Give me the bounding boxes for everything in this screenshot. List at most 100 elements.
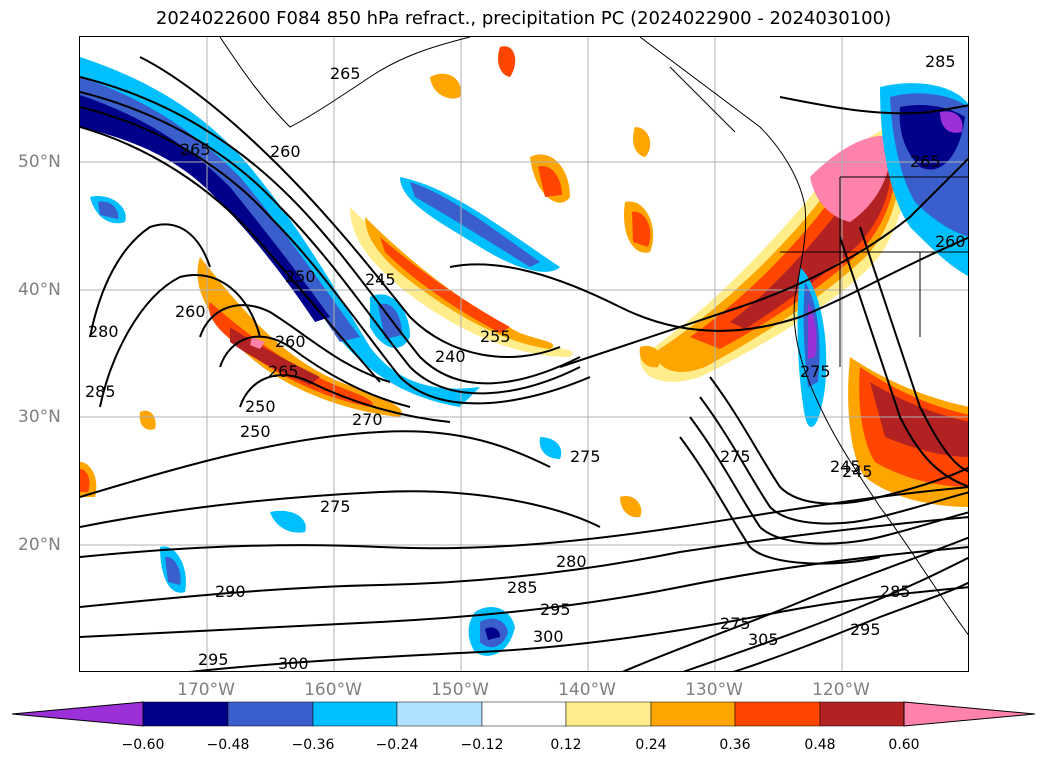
contour-label: 280 — [88, 322, 119, 341]
map-canvas: 265 260 265 250 245 260 265 250 270 255 … — [80, 37, 968, 672]
shade-patch — [209, 302, 373, 407]
precipitation-shading — [80, 46, 968, 656]
colorbar-segment — [565, 701, 652, 727]
coastline-alaska — [219, 37, 471, 128]
contour-line — [89, 223, 211, 338]
contour-line — [622, 536, 968, 671]
colorbar-segment — [227, 701, 314, 727]
shade-patch — [250, 337, 265, 349]
shade-patch — [410, 182, 540, 267]
contour-label: 260 — [270, 142, 301, 161]
contour-label: 260 — [175, 302, 206, 321]
contour-line — [859, 226, 968, 473]
lon-label-170w: 170°W — [177, 680, 235, 700]
contour-line — [699, 396, 968, 525]
shade-patch — [165, 556, 181, 585]
contour-line — [80, 490, 601, 528]
contour-label: 245 — [830, 457, 861, 476]
shade-patch — [80, 95, 330, 322]
colorbar-segment — [734, 701, 821, 727]
shade-patch — [485, 627, 500, 640]
colorbar-segment — [396, 701, 483, 727]
contour-line — [80, 91, 581, 395]
colorbar-tick-label: 0.60 — [888, 737, 920, 753]
contour-label: 265 — [330, 64, 361, 83]
colorbar-tick-label: −0.24 — [375, 737, 419, 753]
shade-patch — [80, 77, 360, 342]
lon-label-150w: 150°W — [431, 680, 489, 700]
colorbar-tick-label: −0.48 — [206, 737, 250, 753]
contour-label: 300 — [533, 627, 564, 646]
contour-label: 250 — [240, 422, 271, 441]
contour-line — [679, 436, 881, 565]
contour-label: 275 — [320, 497, 351, 516]
contour-label: 300 — [278, 654, 309, 672]
shade-patch — [620, 496, 642, 518]
contour-label: 245 — [365, 270, 396, 289]
shade-patch — [808, 302, 817, 359]
shade-patch — [498, 46, 516, 77]
lon-label-140w: 140°W — [558, 680, 616, 700]
contour-line — [559, 157, 968, 368]
contour-label: 255 — [480, 327, 511, 346]
contour-label: 280 — [556, 552, 587, 571]
contour-label: 260 — [275, 332, 306, 351]
lat-label-50n: 50°N — [18, 152, 61, 172]
coastline-islands — [669, 66, 736, 133]
colorbar-segment — [819, 701, 905, 727]
contour-label: 265 — [910, 152, 941, 171]
lat-label-40n: 40°N — [18, 280, 61, 300]
lon-label-120w: 120°W — [812, 680, 870, 700]
contour-label: 250 — [285, 267, 316, 286]
contour-label: 295 — [540, 600, 571, 619]
contour-label: 295 — [850, 620, 881, 639]
contour-labels: 265 260 265 250 245 260 265 250 270 255 … — [85, 52, 966, 672]
contour-label: 285 — [925, 52, 956, 71]
contour-label: 270 — [352, 410, 383, 429]
coastline — [219, 37, 968, 636]
contour-line — [239, 374, 451, 423]
contour-label: 285 — [85, 382, 116, 401]
contour-line — [732, 581, 968, 671]
contour-label: 275 — [800, 362, 831, 381]
shade-patch — [80, 469, 90, 492]
colorbar-tick-label: 0.24 — [635, 737, 667, 753]
contour-line — [839, 236, 968, 488]
colorbar-tick-label: 0.12 — [550, 737, 582, 753]
colorbar-tick-label: 0.48 — [804, 737, 836, 753]
contour-label: 275 — [570, 447, 601, 466]
contour-line — [80, 430, 551, 498]
coastline-north-america — [639, 37, 968, 636]
shade-patch — [633, 127, 651, 157]
refractivity-contours — [80, 56, 968, 671]
shade-patch — [639, 345, 661, 368]
contour-line — [80, 106, 591, 405]
shade-patch — [940, 111, 963, 133]
contour-label: 245 — [842, 462, 873, 481]
shade-patch — [538, 166, 562, 197]
shade-patch — [98, 201, 119, 219]
map-panel: 265 260 265 250 245 260 265 250 270 255 … — [79, 36, 969, 672]
contour-line — [99, 274, 261, 408]
contour-line — [709, 376, 968, 505]
contour-label: 295 — [198, 650, 229, 669]
contour-label: 260 — [935, 232, 966, 251]
contour-line — [199, 304, 391, 383]
contour-label: 275 — [720, 447, 751, 466]
lat-label-30n: 30°N — [18, 407, 61, 427]
shade-patch — [270, 510, 306, 533]
colorbar-segment — [481, 701, 567, 727]
contour-label: 265 — [180, 140, 211, 159]
shade-patch — [539, 437, 562, 459]
contour-line — [682, 556, 968, 671]
contour-label: 290 — [215, 582, 246, 601]
colorbar-tick-label: 0.36 — [719, 737, 751, 753]
contour-line — [80, 76, 581, 385]
shade-patch — [632, 211, 651, 247]
contour-label: 240 — [435, 347, 466, 366]
contour-label: 305 — [748, 630, 779, 649]
contour-line — [779, 96, 968, 115]
contour-line — [139, 56, 561, 358]
contour-line — [189, 586, 968, 671]
colorbar-segment — [312, 701, 398, 727]
